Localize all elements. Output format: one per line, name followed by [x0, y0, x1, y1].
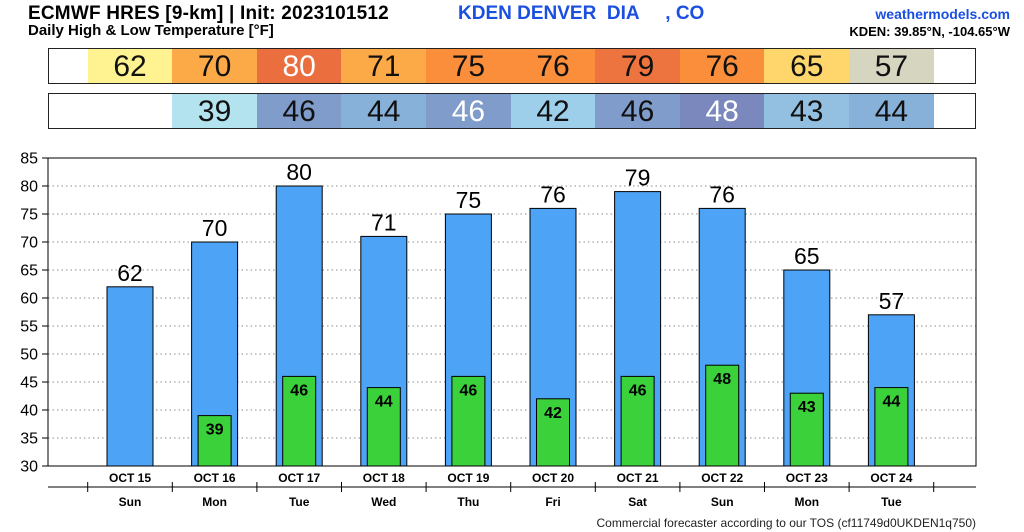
low-data-label: 46: [629, 382, 647, 399]
y-tick-label: 70: [20, 235, 38, 252]
x-tick-label: OCT 17: [278, 471, 320, 485]
high-data-label: 70: [202, 215, 228, 241]
chart-subtitle: Daily High & Low Temperature [°F]: [28, 22, 274, 39]
y-tick-label: 55: [20, 319, 38, 336]
x-day-label: Sun: [711, 495, 734, 509]
low-bar: [874, 387, 909, 467]
low-data-label: 44: [375, 394, 393, 411]
low-temp-cell: 46: [595, 94, 681, 128]
high-data-label: 76: [709, 181, 735, 207]
low-temp-cell: 42: [510, 94, 596, 128]
x-day-label: Thu: [457, 495, 479, 509]
low-temp-cell: 46: [425, 94, 511, 128]
low-data-label: 48: [713, 371, 731, 388]
y-tick-label: 60: [20, 291, 38, 308]
footer-note: Commercial forecaster according to our T…: [596, 516, 976, 530]
low-temp-cell: 44: [341, 94, 427, 128]
high-data-label: 62: [117, 260, 143, 286]
x-day-label: Sun: [119, 495, 142, 509]
y-tick-label: 85: [20, 151, 38, 168]
x-tick-label: OCT 24: [870, 471, 912, 485]
low-temp-cell: 43: [764, 94, 850, 128]
x-tick-label: OCT 20: [532, 471, 574, 485]
high-temp-cell: 70: [172, 49, 258, 83]
x-day-label: Mon: [202, 495, 227, 509]
x-day-label: Sat: [628, 495, 647, 509]
high-temp-cell: 71: [341, 49, 427, 83]
y-tick-label: 75: [20, 207, 38, 224]
low-bar: [705, 364, 740, 467]
x-tick-label: OCT 18: [363, 471, 405, 485]
high-data-label: 80: [286, 159, 312, 185]
low-bar: [197, 415, 232, 467]
station-name: KDEN DENVER DIA , CO: [458, 3, 705, 24]
x-day-label: Tue: [289, 495, 310, 509]
y-tick-label: 35: [20, 431, 38, 448]
high-data-label: 75: [456, 187, 482, 213]
x-tick-label: OCT 21: [617, 471, 659, 485]
chart-title: ECMWF HRES [9-km] | Init: 2023101512: [28, 3, 389, 24]
low-temp-cell: [87, 94, 173, 128]
low-bar: [536, 398, 570, 467]
high-temp-cell: 76: [510, 49, 596, 83]
high-temp-cell: 76: [679, 49, 765, 83]
low-temp-strip: 39 46 44 46 42 46 48 43 44: [48, 93, 976, 129]
y-tick-label: 45: [20, 375, 38, 392]
x-day-label: Mon: [794, 495, 819, 509]
low-data-label: 39: [206, 422, 224, 439]
low-temp-cell: 48: [679, 94, 765, 128]
high-bar: [106, 286, 154, 467]
low-data-label: 43: [798, 399, 816, 416]
low-data-label: 42: [544, 405, 562, 422]
high-temp-cell: 79: [595, 49, 681, 83]
high-data-label: 79: [625, 165, 651, 191]
x-tick-label: OCT 16: [194, 471, 236, 485]
high-temp-cell: 62: [87, 49, 173, 83]
plot-frame: [47, 157, 977, 467]
low-bar: [451, 375, 486, 467]
high-data-label: 65: [794, 243, 820, 269]
low-data-label: 44: [883, 394, 901, 411]
low-bar: [620, 375, 655, 467]
station-coords: KDEN: 39.85°N, -104.65°W: [849, 24, 1010, 39]
x-tick-label: OCT 22: [701, 471, 743, 485]
brand-link[interactable]: weathermodels.com: [875, 6, 1010, 22]
x-tick-label: OCT 15: [109, 471, 151, 485]
high-temp-cell: 75: [425, 49, 511, 83]
y-tick-label: 80: [20, 179, 38, 196]
high-data-label: 57: [879, 288, 905, 314]
x-day-label: Fri: [545, 495, 560, 509]
low-bar: [366, 387, 401, 467]
high-temp-cell: 80: [256, 49, 342, 83]
x-day-label: Wed: [371, 495, 396, 509]
low-data-label: 46: [460, 382, 478, 399]
high-temp-cell: 65: [764, 49, 850, 83]
low-data-label: 46: [290, 382, 308, 399]
y-tick-label: 50: [20, 347, 38, 364]
low-temp-cell: 46: [256, 94, 342, 128]
high-data-label: 76: [540, 181, 566, 207]
low-temp-cell: 44: [848, 94, 934, 128]
low-bar: [789, 392, 824, 467]
x-tick-label: OCT 23: [786, 471, 828, 485]
y-tick-label: 40: [20, 403, 38, 420]
high-temp-strip: 62 70 80 71 75 76 79 76 65 57: [48, 48, 976, 84]
y-tick-label: 30: [20, 459, 38, 476]
high-data-label: 71: [371, 209, 397, 235]
low-bar: [282, 375, 317, 467]
y-tick-label: 65: [20, 263, 38, 280]
x-day-label: Tue: [881, 495, 902, 509]
low-temp-cell: 39: [172, 94, 258, 128]
x-tick-label: OCT 19: [447, 471, 489, 485]
high-temp-cell: 57: [848, 49, 934, 83]
